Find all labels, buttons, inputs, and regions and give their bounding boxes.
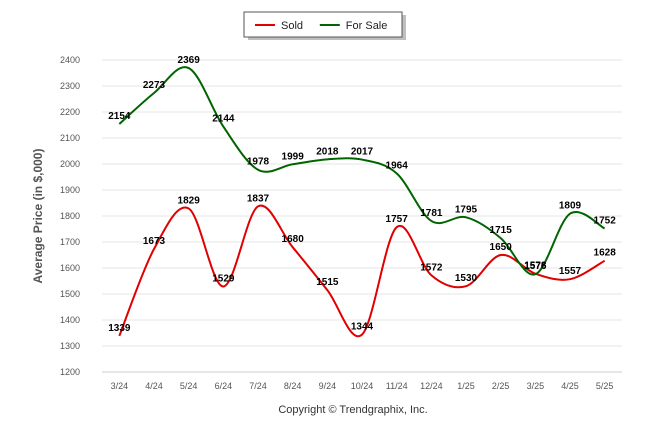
x-tick-label: 9/24 (319, 381, 337, 391)
data-label: 1557 (559, 266, 582, 277)
data-label: 1515 (316, 277, 339, 288)
y-tick-label: 1600 (60, 263, 80, 273)
x-tick-label: 4/24 (145, 381, 163, 391)
data-label: 1344 (351, 322, 374, 333)
y-tick-label: 1500 (60, 289, 80, 299)
data-label: 1809 (559, 201, 582, 212)
copyright-footer: Copyright © Trendgraphix, Inc. (278, 404, 427, 416)
y-tick-label: 2000 (60, 159, 80, 169)
data-label: 1673 (143, 236, 166, 247)
y-tick-label: 2400 (60, 55, 80, 65)
x-tick-label: 3/25 (527, 381, 545, 391)
legend-item[interactable]: Sold (281, 20, 303, 32)
series-lines (118, 66, 606, 338)
y-axis-label: Average Price (in $,000) (31, 149, 45, 284)
data-label: 1964 (386, 160, 409, 171)
y-tick-label: 2300 (60, 81, 80, 91)
data-label: 1578 (524, 261, 547, 272)
data-label: 1978 (247, 157, 270, 168)
data-label: 1795 (455, 204, 478, 215)
y-tick-label: 1700 (60, 237, 80, 247)
data-label: 2018 (316, 146, 339, 157)
data-label: 1715 (490, 225, 513, 236)
series-line (118, 66, 606, 276)
y-tick-label: 1200 (60, 367, 80, 377)
x-tick-label: 7/24 (249, 381, 267, 391)
data-label: 2144 (212, 114, 235, 125)
grid (102, 59, 622, 373)
x-tick-label: 8/24 (284, 381, 302, 391)
x-tick-label: 1/25 (457, 381, 475, 391)
data-label: 2017 (351, 147, 374, 158)
data-label: 2273 (143, 80, 166, 91)
legend[interactable]: Sold For Sale (243, 11, 406, 40)
y-tick-label: 2100 (60, 133, 80, 143)
y-tick-label: 1900 (60, 185, 80, 195)
x-axis: 3/24 4/24 5/24 6/24 7/24 8/24 9/24 10/24 11/24 12… (102, 371, 622, 391)
data-labels: 1339 1673 1829 1529 1837 1680 1515 1344 1757 1572… (108, 55, 616, 334)
x-tick-label: 10/24 (351, 381, 374, 391)
x-tick-label: 2/25 (492, 381, 510, 391)
data-label: 1837 (247, 193, 270, 204)
data-label: 1752 (594, 215, 617, 226)
data-label: 1576 (524, 261, 547, 272)
y-tick-label: 1400 (60, 315, 80, 325)
y-axis: 1200 1300 1400 1500 1600 1700 1800 1900 2000 2100… (60, 55, 80, 377)
y-tick-label: 1800 (60, 211, 80, 221)
y-tick-label: 2200 (60, 107, 80, 117)
x-tick-label: 5/24 (180, 381, 198, 391)
data-label: 1829 (178, 195, 201, 206)
data-label: 1757 (386, 214, 409, 225)
data-label: 1339 (108, 323, 131, 334)
data-label: 1628 (594, 248, 617, 259)
x-tick-label: 6/24 (215, 381, 233, 391)
data-label: 1650 (490, 242, 513, 253)
data-label: 1680 (282, 234, 305, 245)
data-label: 2369 (178, 55, 201, 66)
x-tick-label: 11/24 (386, 381, 408, 391)
data-label: 1530 (455, 273, 478, 284)
x-tick-label: 3/24 (111, 381, 129, 391)
data-label: 1572 (420, 262, 443, 273)
y-tick-label: 1300 (60, 341, 80, 351)
x-tick-label: 5/25 (596, 381, 614, 391)
data-label: 1999 (282, 151, 305, 162)
data-label: 2154 (108, 111, 131, 122)
legend-item[interactable]: For Sale (346, 20, 388, 32)
x-tick-label: 12/24 (420, 381, 443, 391)
x-tick-label: 4/25 (561, 381, 579, 391)
data-label: 1781 (420, 208, 443, 219)
series-line (118, 204, 606, 338)
data-label: 1529 (212, 273, 235, 284)
